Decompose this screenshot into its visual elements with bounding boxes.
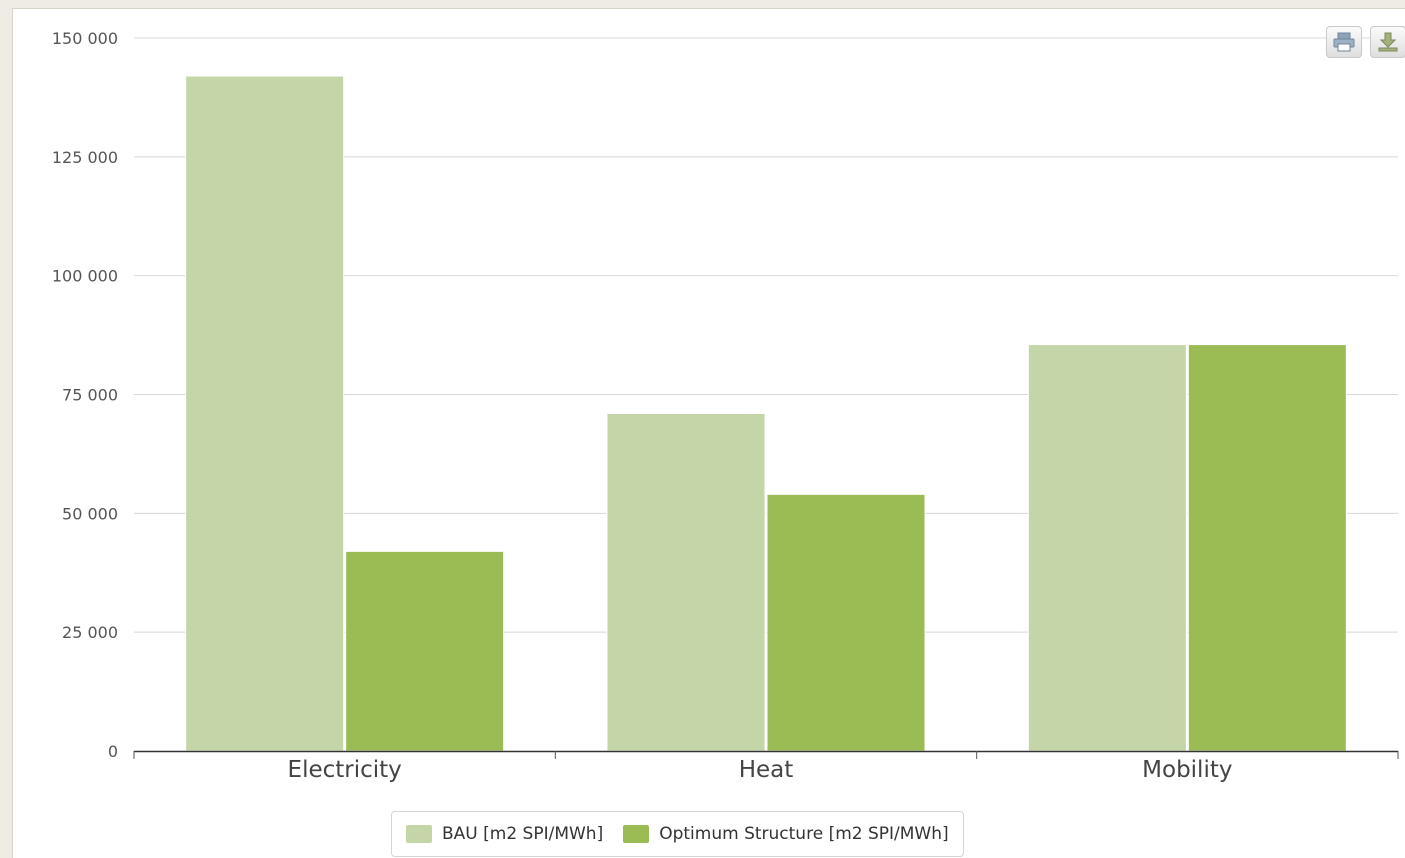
download-button[interactable]	[1370, 26, 1405, 58]
legend-swatch-bau	[406, 825, 432, 843]
legend-swatch-optimum	[623, 825, 650, 843]
x-category-label: Heat	[739, 757, 794, 783]
x-axis-labels: Electricity Heat Mobility	[288, 757, 1233, 783]
bar-heat-series-0[interactable]	[606, 413, 766, 752]
legend-item-optimum[interactable]: Optimum Structure [m2 SPI/MWh]	[623, 824, 949, 844]
printer-icon	[1333, 32, 1355, 52]
y-tick-label: 100 000	[52, 267, 118, 286]
bar-mobility-series-0[interactable]	[1027, 344, 1187, 752]
bar-electricity-series-0[interactable]	[185, 75, 345, 752]
y-tick-label: 0	[108, 742, 118, 761]
chart-panel: 0 25 000 50 000 75 000 100 000 125 000 150 000…	[12, 8, 1405, 858]
x-category-label: Electricity	[288, 757, 402, 783]
download-icon	[1378, 32, 1398, 52]
gridlines	[134, 37, 1398, 633]
y-axis-labels: 0 25 000 50 000 75 000 100 000 125 000 150 000	[52, 29, 118, 761]
x-axis	[133, 750, 1399, 759]
bar-chart: 0 25 000 50 000 75 000 100 000 125 000 150 000…	[52, 29, 1399, 783]
bars	[185, 75, 1347, 752]
bar-electricity-series-1[interactable]	[345, 550, 505, 752]
y-tick-label: 125 000	[52, 148, 118, 167]
y-tick-label: 75 000	[62, 386, 118, 405]
legend: BAU [m2 SPI/MWh] Optimum Structure [m2 S…	[391, 811, 964, 857]
y-tick-label: 25 000	[62, 623, 118, 642]
x-category-label: Mobility	[1142, 757, 1232, 783]
legend-label-bau: BAU [m2 SPI/MWh]	[442, 824, 604, 844]
legend-item-bau[interactable]: BAU [m2 SPI/MWh]	[406, 824, 603, 844]
legend-label-optimum: Optimum Structure [m2 SPI/MWh]	[659, 824, 949, 844]
print-button[interactable]	[1326, 26, 1362, 58]
y-tick-label: 50 000	[62, 504, 118, 523]
y-tick-label: 150 000	[52, 29, 118, 48]
bar-heat-series-1[interactable]	[766, 493, 926, 752]
bar-mobility-series-1[interactable]	[1187, 344, 1347, 752]
